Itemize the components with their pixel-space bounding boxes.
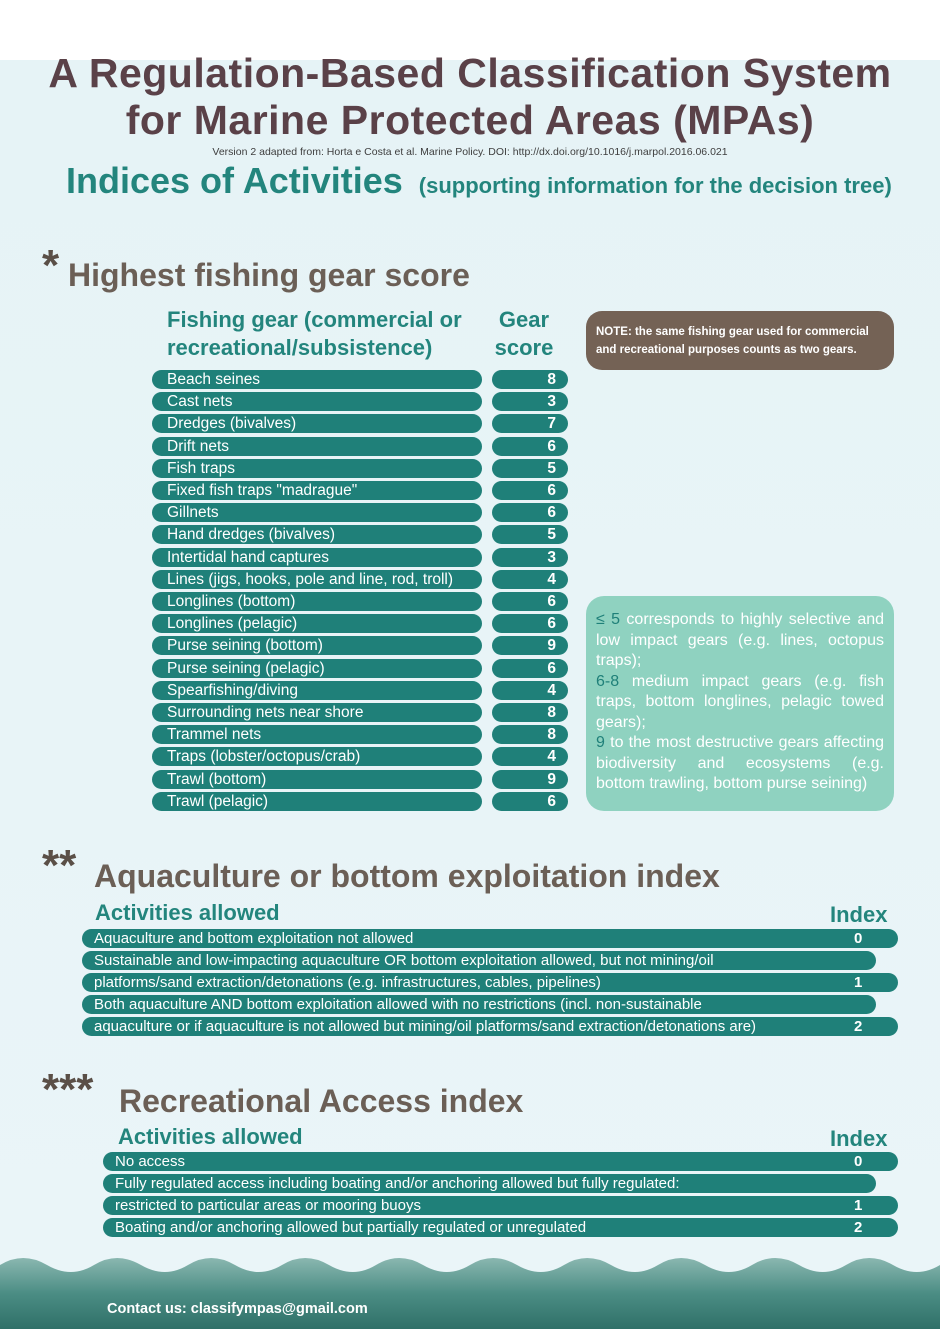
gear-name: Purse seining (bottom)	[152, 636, 482, 655]
score-column-header: Gear score	[492, 306, 556, 362]
recreational-row-0-line1: No access	[103, 1152, 898, 1171]
gear-score: 6	[492, 481, 568, 500]
gear-score: 7	[492, 414, 568, 433]
gear-score: 3	[492, 548, 568, 567]
legend-mid-key: 6-8	[596, 672, 620, 690]
gear-name: Trawl (bottom)	[152, 770, 482, 789]
gear-name: Surrounding nets near shore	[152, 703, 482, 722]
gear-score: 4	[492, 747, 568, 766]
wave-shape	[0, 1258, 940, 1329]
gear-score: 8	[492, 725, 568, 744]
version-citation: Version 2 adapted from: Horta e Costa et…	[212, 146, 728, 158]
fishing-stars: *	[42, 241, 60, 290]
gear-score: 8	[492, 703, 568, 722]
gear-name: Purse seining (pelagic)	[152, 659, 482, 678]
aquaculture-activities-header: Activities allowed	[95, 900, 280, 925]
gear-name: Longlines (bottom)	[152, 592, 482, 611]
legend-low-key: ≤ 5	[596, 611, 621, 628]
recreational-row-1-line2: restricted to particular areas or moorin…	[103, 1196, 898, 1215]
main-title-line2: for Marine Protected Areas (MPAs)	[125, 97, 815, 143]
gear-score: 3	[492, 392, 568, 411]
gear-column-header: Fishing gear (commercial or recreational…	[167, 306, 462, 362]
legend-mid-text: medium impact gears (e.g. fish traps, bo…	[596, 672, 884, 731]
main-title-line1: A Regulation-Based Classification System	[48, 50, 892, 96]
aquaculture-row-2-line1: Both aquaculture AND bottom exploitation…	[82, 995, 876, 1014]
aquaculture-row-2-line2: aquaculture or if aquaculture is not all…	[82, 1017, 898, 1036]
gear-score: 8	[492, 370, 568, 389]
footer-waves	[0, 1258, 940, 1329]
gear-score: 6	[492, 437, 568, 456]
legend-high-text: to the most destructive gears affecting …	[596, 734, 884, 792]
aquaculture-row-0-index: 0	[854, 930, 863, 947]
recreational-row-1-line1: Fully regulated access including boating…	[103, 1174, 876, 1193]
gear-name: Spearfishing/diving	[152, 681, 482, 700]
legend-high-key: 9	[596, 734, 605, 751]
gear-name: Longlines (pelagic)	[152, 614, 482, 633]
recreational-stars: ***	[42, 1065, 94, 1114]
aquaculture-section-title: Aquaculture or bottom exploitation index	[94, 858, 720, 894]
fishing-section-title: Highest fishing gear score	[68, 257, 470, 293]
gear-name: Hand dredges (bivalves)	[152, 525, 482, 544]
indices-title: Indices of Activities	[66, 160, 403, 201]
aquaculture-row-1-line1: Sustainable and low-impacting aquacultur…	[82, 951, 876, 970]
gear-column-header-line1: Fishing gear (commercial or	[167, 307, 462, 332]
gear-name: Fixed fish traps "madrague"	[152, 481, 482, 500]
recreational-index-header: Index	[830, 1126, 888, 1151]
recreational-section-title: Recreational Access index	[119, 1083, 524, 1119]
aquaculture-row-1-line2: platforms/sand extraction/detonations (e…	[82, 973, 898, 992]
indices-subtitle: (supporting information for the decision…	[418, 173, 892, 198]
gear-score: 6	[492, 792, 568, 811]
recreational-row-1-index: 1	[854, 1197, 863, 1214]
gear-score: 5	[492, 525, 568, 544]
contact-email: Contact us: classifympas@gmail.com	[107, 1301, 368, 1317]
gear-name: Fish traps	[152, 459, 482, 478]
gear-score: 5	[492, 459, 568, 478]
legend-high: 9 to the most destructive gears affectin…	[596, 733, 884, 795]
recreational-row-2-line1: Boating and/or anchoring allowed but par…	[103, 1218, 898, 1237]
legend-mid: 6-8 medium impact gears (e.g. fish traps…	[596, 672, 884, 734]
score-legend-box: ≤ 5 corresponds to highly selective and …	[586, 596, 894, 811]
indices-heading: Indices of Activities (supporting inform…	[66, 160, 892, 202]
gear-score: 6	[492, 659, 568, 678]
recreational-row-0-index: 0	[854, 1153, 863, 1170]
legend-low-text: corresponds to highly selective and low …	[596, 611, 885, 669]
recreational-row-2-index: 2	[854, 1219, 863, 1236]
aquaculture-stars: **	[42, 841, 77, 890]
recreational-activities-header: Activities allowed	[118, 1124, 303, 1149]
gear-name: Trammel nets	[152, 725, 482, 744]
gear-score: 4	[492, 570, 568, 589]
aquaculture-row-2-index: 2	[854, 1018, 863, 1035]
gear-name: Traps (lobster/octopus/crab)	[152, 747, 482, 766]
gear-score: 9	[492, 770, 568, 789]
note-box: NOTE: the same fishing gear used for com…	[586, 311, 894, 370]
score-column-header-line2: score	[494, 335, 554, 360]
gear-name: Trawl (pelagic)	[152, 792, 482, 811]
gear-column-header-line2: recreational/subsistence)	[167, 335, 433, 360]
gear-name: Drift nets	[152, 437, 482, 456]
legend-low: ≤ 5 corresponds to highly selective and …	[596, 610, 884, 672]
gear-name: Cast nets	[152, 392, 482, 411]
score-column-header-line1: Gear	[498, 307, 550, 332]
gear-name: Dredges (bivalves)	[152, 414, 482, 433]
aquaculture-row-0-line1: Aquaculture and bottom exploitation not …	[82, 929, 898, 948]
gear-name: Lines (jigs, hooks, pole and line, rod, …	[152, 570, 482, 589]
gear-score: 4	[492, 681, 568, 700]
gear-score: 6	[492, 614, 568, 633]
gear-score: 6	[492, 503, 568, 522]
aquaculture-index-header: Index	[830, 902, 888, 927]
gear-score: 6	[492, 592, 568, 611]
aquaculture-row-1-index: 1	[854, 974, 863, 991]
gear-score: 9	[492, 636, 568, 655]
gear-name: Beach seines	[152, 370, 482, 389]
gear-name: Intertidal hand captures	[152, 548, 482, 567]
gear-name: Gillnets	[152, 503, 482, 522]
